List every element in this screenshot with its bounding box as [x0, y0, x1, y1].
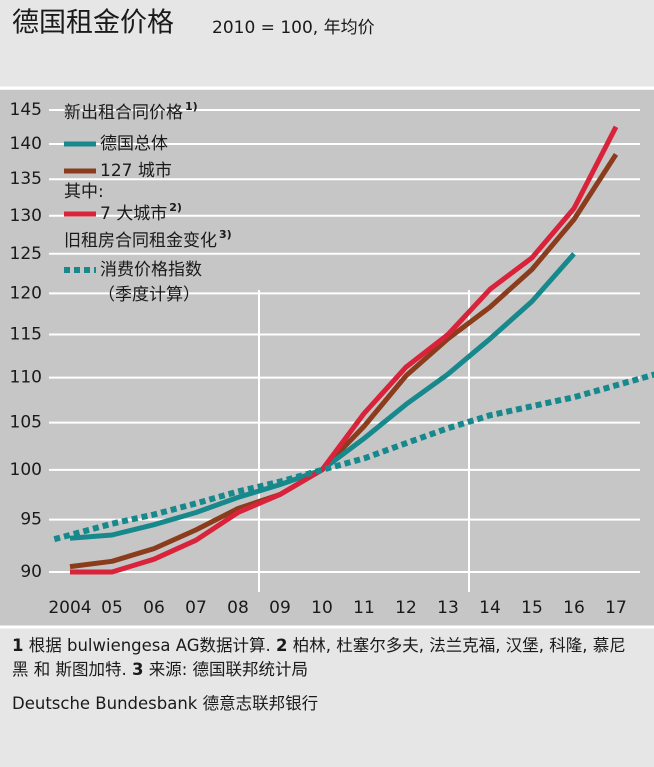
y-tick-label: 125 — [10, 244, 42, 264]
x-tick-label: 2004 — [48, 598, 91, 618]
chart-title: 德国租金价格 — [12, 8, 174, 39]
footnote-text: 根据 bulwiengesa AG数据计算. — [28, 636, 271, 655]
x-tick-label: 06 — [143, 598, 165, 618]
footnote-text: 柏林, 杜塞尔多夫, 法兰克福, 汉堡, 科隆, 慕尼黑 和 斯图加特. — [12, 636, 626, 679]
y-tick-label: 130 — [10, 206, 42, 226]
y-tick-label: 100 — [10, 460, 42, 480]
note-ref: 1) — [185, 100, 198, 113]
chart: 德国租金价格 2010 = 100, 年均价 90 95 100 105 110 115 1… — [0, 8, 654, 629]
series-line — [69, 153, 619, 570]
footnote-number: 2 — [276, 636, 288, 655]
series-line — [70, 125, 619, 575]
x-tick-label: 10 — [311, 598, 333, 618]
x-tick-label: 08 — [227, 598, 249, 618]
y-tick-label: 105 — [10, 413, 42, 433]
legend-heading: 旧租房合同租金变化 3) — [64, 228, 232, 251]
y-tick-label: 120 — [10, 283, 42, 303]
legend-entry: 127 城市 — [100, 161, 172, 181]
x-tick-label: 17 — [605, 598, 627, 618]
y-tick-label: 115 — [10, 325, 42, 345]
y-tick-label: 95 — [20, 510, 42, 530]
legend-entry-text: 7 大城市 — [100, 204, 167, 224]
x-tick-label: 15 — [521, 598, 543, 618]
y-tick-label: 135 — [10, 169, 42, 189]
chart-subtitle: 2010 = 100, 年均价 — [212, 18, 375, 38]
legend-heading-text: 新出租合同价格 — [64, 103, 183, 123]
legend-heading: 其中: — [64, 182, 104, 202]
x-tick-label: 13 — [437, 598, 459, 618]
legend-entry-sub: （季度计算） — [98, 285, 200, 305]
y-tick-label: 90 — [20, 562, 42, 582]
x-tick-label: 07 — [185, 598, 207, 618]
x-tick-label: 16 — [563, 598, 585, 618]
footnote-number: 1 — [12, 636, 24, 655]
legend-heading-text: 旧租房合同租金变化 — [64, 231, 217, 251]
x-tick-label: 14 — [479, 598, 501, 618]
plot-background — [0, 90, 654, 626]
source: Deutsche Bundesbank 德意志联邦银行 — [12, 694, 319, 713]
legend-heading: 新出租合同价格 1) — [64, 100, 198, 123]
footnote-text: 来源: 德国联邦统计局 — [148, 660, 309, 679]
legend-heading-text: 其中: — [64, 182, 104, 202]
note-ref: 2) — [169, 201, 182, 214]
legend-entry-text: 消费价格指数 — [100, 260, 202, 280]
x-tick-label: 05 — [101, 598, 123, 618]
legend-entry-text: 德国总体 — [100, 134, 168, 154]
legend-entry: 7 大城市 2) — [100, 201, 182, 224]
x-tick-label: 11 — [353, 598, 375, 618]
y-tick-label: 145 — [10, 100, 42, 120]
y-tick-label: 140 — [10, 134, 42, 154]
legend-entry: 消费价格指数 — [100, 260, 202, 280]
y-tick-label: 110 — [10, 368, 42, 388]
note-ref: 3) — [219, 228, 232, 241]
legend-entry: 德国总体 — [100, 134, 168, 154]
x-tick-label: 09 — [269, 598, 291, 618]
legend-entry-text: 127 城市 — [100, 161, 172, 181]
footnote-number: 3 — [132, 660, 144, 679]
footnotes: 1 根据 bulwiengesa AG数据计算. 2 柏林, 杜塞尔多夫, 法兰… — [12, 634, 642, 682]
x-tick-label: 12 — [395, 598, 417, 618]
